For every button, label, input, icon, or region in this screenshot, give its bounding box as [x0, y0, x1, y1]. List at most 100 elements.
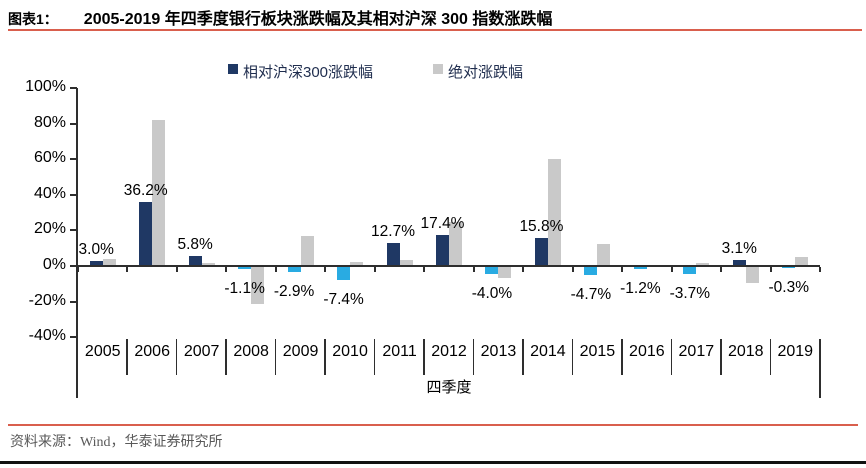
- data-label-2012: 17.4%: [420, 215, 465, 233]
- bar-relative-2015: [584, 267, 598, 276]
- bar-absolute-2018: [745, 267, 759, 284]
- data-label-2016: -1.2%: [620, 280, 661, 298]
- bar-absolute-2014: [547, 159, 561, 266]
- bar-absolute-2012: [449, 221, 462, 266]
- y-axis-tick: [70, 265, 77, 267]
- category-separator: [621, 339, 623, 375]
- bar-absolute-2013: [498, 267, 512, 278]
- bar-absolute-2015: [597, 243, 611, 266]
- bar-relative-2010: [337, 267, 351, 281]
- data-label-2019: -0.3%: [768, 278, 810, 296]
- x-axis-tick: [423, 267, 426, 272]
- x-axis-tick: [373, 267, 376, 272]
- category-separator: [769, 339, 772, 375]
- x-axis-category-label: 2019: [777, 343, 814, 360]
- x-axis-tick: [175, 267, 178, 272]
- page-bottom-rule: [0, 461, 866, 464]
- data-label-2006: 36.2%: [123, 181, 168, 199]
- data-label-2010: -7.4%: [323, 291, 364, 309]
- y-axis-label: 100%: [25, 78, 66, 95]
- x-axis-tick: [225, 267, 228, 272]
- data-label-2014: 15.8%: [519, 217, 564, 235]
- x-axis-tick: [522, 267, 525, 272]
- category-separator: [225, 339, 227, 375]
- bar-relative-2009: [287, 267, 301, 273]
- data-label-2015: -4.7%: [570, 286, 612, 304]
- data-label-2011: 12.7%: [371, 223, 415, 241]
- x-axis-category-label: 2008: [233, 343, 269, 360]
- category-separator: [175, 339, 178, 375]
- legend-swatch-absolute-icon: [433, 64, 444, 74]
- footer-top-rule: [8, 424, 858, 426]
- category-separator: [571, 339, 574, 375]
- x-axis-category-label: 2011: [382, 343, 417, 360]
- y-axis-label: 20%: [33, 220, 66, 238]
- bar-absolute-2005: [102, 258, 116, 266]
- bar-relative-2019: [782, 267, 796, 268]
- y-axis-label: -20%: [28, 291, 66, 309]
- x-axis-tick: [819, 267, 821, 272]
- x-axis-category-label: 2006: [134, 343, 170, 360]
- bar-relative-2011: [386, 243, 400, 266]
- bar-absolute-2011: [399, 259, 413, 266]
- category-separator: [324, 339, 326, 375]
- data-label-2018: 3.1%: [721, 240, 757, 258]
- legend-item-absolute: 绝对涨跌幅: [433, 61, 523, 82]
- y-axis-tick: [70, 193, 77, 196]
- x-axis-category-label: 2010: [332, 343, 368, 360]
- y-axis-tick: [70, 87, 77, 89]
- category-separator: [423, 339, 425, 375]
- bar-absolute-2007: [201, 263, 215, 266]
- bar-relative-2012: [436, 235, 449, 266]
- chart-legend: 相对沪深300涨跌幅 绝对涨跌幅: [228, 61, 523, 82]
- bar-absolute-2019: [795, 257, 809, 266]
- x-axis-category-label: 2013: [480, 343, 517, 360]
- y-axis-label: 0%: [42, 256, 66, 273]
- y-axis-label: 80%: [33, 113, 66, 131]
- bar-relative-2007: [188, 255, 202, 266]
- x-axis-tick: [670, 267, 673, 272]
- y-axis-label: -40%: [28, 327, 66, 345]
- bar-relative-2013: [485, 267, 499, 275]
- bar-absolute-2010: [350, 262, 364, 266]
- y-axis-tick: [70, 336, 77, 339]
- data-label-2005: 3.0%: [78, 240, 114, 258]
- x-axis-category-label: 2016: [629, 343, 665, 360]
- bar-relative-2014: [534, 237, 548, 266]
- x-axis-category-label: 2009: [282, 343, 319, 360]
- y-axis-label: 60%: [33, 149, 66, 167]
- x-axis-tick: [472, 267, 475, 272]
- x-axis-tick: [769, 267, 772, 272]
- figure-label: 图表1：: [8, 11, 58, 27]
- data-label-2013: -4.0%: [471, 285, 513, 303]
- bar-relative-2005: [89, 260, 103, 266]
- category-separator: [670, 339, 673, 375]
- x-axis-tick: [274, 267, 277, 272]
- x-axis-tick: [324, 267, 327, 272]
- category-separator: [373, 339, 376, 375]
- title-underline-rule: [8, 29, 862, 31]
- x-axis-category-label: 2012: [431, 343, 467, 360]
- category-separator: [126, 339, 128, 375]
- legend-label-absolute: 绝对涨跌幅: [448, 64, 524, 81]
- x-axis-tick: [77, 267, 79, 272]
- bar-relative-2008: [238, 267, 252, 269]
- y-axis-label: 40%: [33, 184, 66, 202]
- bar-absolute-2006: [152, 120, 166, 266]
- y-axis-line: [76, 88, 78, 398]
- category-separator: [274, 339, 277, 375]
- x-axis-category-label: 2017: [678, 343, 715, 360]
- legend-label-relative: 相对沪深300涨跌幅: [243, 64, 374, 81]
- data-label-2017: -3.7%: [669, 284, 711, 302]
- x-axis-title: 四季度: [426, 379, 472, 396]
- x-axis-tick: [571, 267, 574, 272]
- x-axis-category-label: 2007: [183, 343, 220, 360]
- source-note: 资料来源：Wind，华泰证券研究所: [10, 435, 223, 450]
- x-axis-category-label: 2014: [530, 343, 566, 360]
- x-axis-category-label: 2015: [579, 343, 616, 360]
- bar-absolute-2008: [251, 267, 265, 305]
- x-axis-tick: [126, 267, 129, 272]
- legend-item-relative: 相对沪深300涨跌幅: [228, 61, 373, 82]
- bar-absolute-2009: [300, 235, 314, 266]
